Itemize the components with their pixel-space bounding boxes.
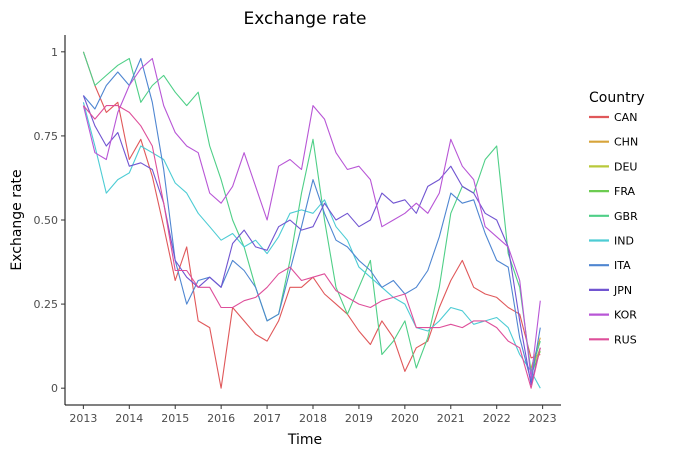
x-tick-label: 2019 — [345, 412, 373, 425]
legend-label-chn: CHN — [614, 136, 638, 149]
legend-title: Country — [589, 90, 645, 106]
x-tick-label: 2017 — [253, 412, 281, 425]
y-axis-ticks: 0 0.25 0.50 0.75 1 — [34, 46, 65, 395]
y-tick-label: 0.75 — [34, 130, 59, 143]
x-tick-label: 2014 — [115, 412, 143, 425]
series-layer — [82, 51, 541, 389]
legend-label-deu: DEU — [614, 160, 637, 173]
x-tick-label: 2022 — [483, 412, 511, 425]
series-line-ind — [82, 102, 541, 389]
y-tick-label: 1 — [51, 46, 58, 59]
legend-label-can: CAN — [614, 111, 637, 124]
legend-label-jpn: JPN — [613, 284, 632, 297]
series-line-rus — [82, 105, 541, 389]
legend-label-gbr: GBR — [614, 210, 638, 223]
x-tick-label: 2015 — [161, 412, 189, 425]
x-tick-label: 2013 — [69, 412, 97, 425]
series-line-jpn — [82, 95, 541, 386]
legend-label-rus: RUS — [614, 333, 637, 346]
x-axis-title: Time — [287, 432, 322, 448]
y-tick-label: 0 — [51, 382, 58, 395]
y-axis-title: Exchange rate — [9, 169, 25, 270]
legend-label-fra: FRA — [614, 185, 636, 198]
x-tick-label: 2018 — [299, 412, 327, 425]
y-tick-label: 0.25 — [34, 298, 59, 311]
chart-title: Exchange rate — [243, 9, 366, 29]
legend-label-ita: ITA — [614, 259, 631, 272]
legend: Country CAN CHN DEU FRA GBR IND ITA JPN KOR RUS — [589, 90, 645, 346]
x-tick-label: 2023 — [529, 412, 557, 425]
x-axis-ticks: 2013 2014 2015 2016 2017 2018 2019 2020 2021 2022… — [69, 405, 557, 425]
y-tick-label: 0.50 — [34, 214, 59, 227]
legend-label-kor: KOR — [614, 309, 637, 322]
legend-label-ind: IND — [614, 235, 634, 248]
x-tick-label: 2020 — [391, 412, 419, 425]
series-line-ita — [82, 57, 541, 383]
x-tick-label: 2016 — [207, 412, 235, 425]
series-line-kor — [82, 57, 541, 379]
x-tick-label: 2021 — [437, 412, 465, 425]
